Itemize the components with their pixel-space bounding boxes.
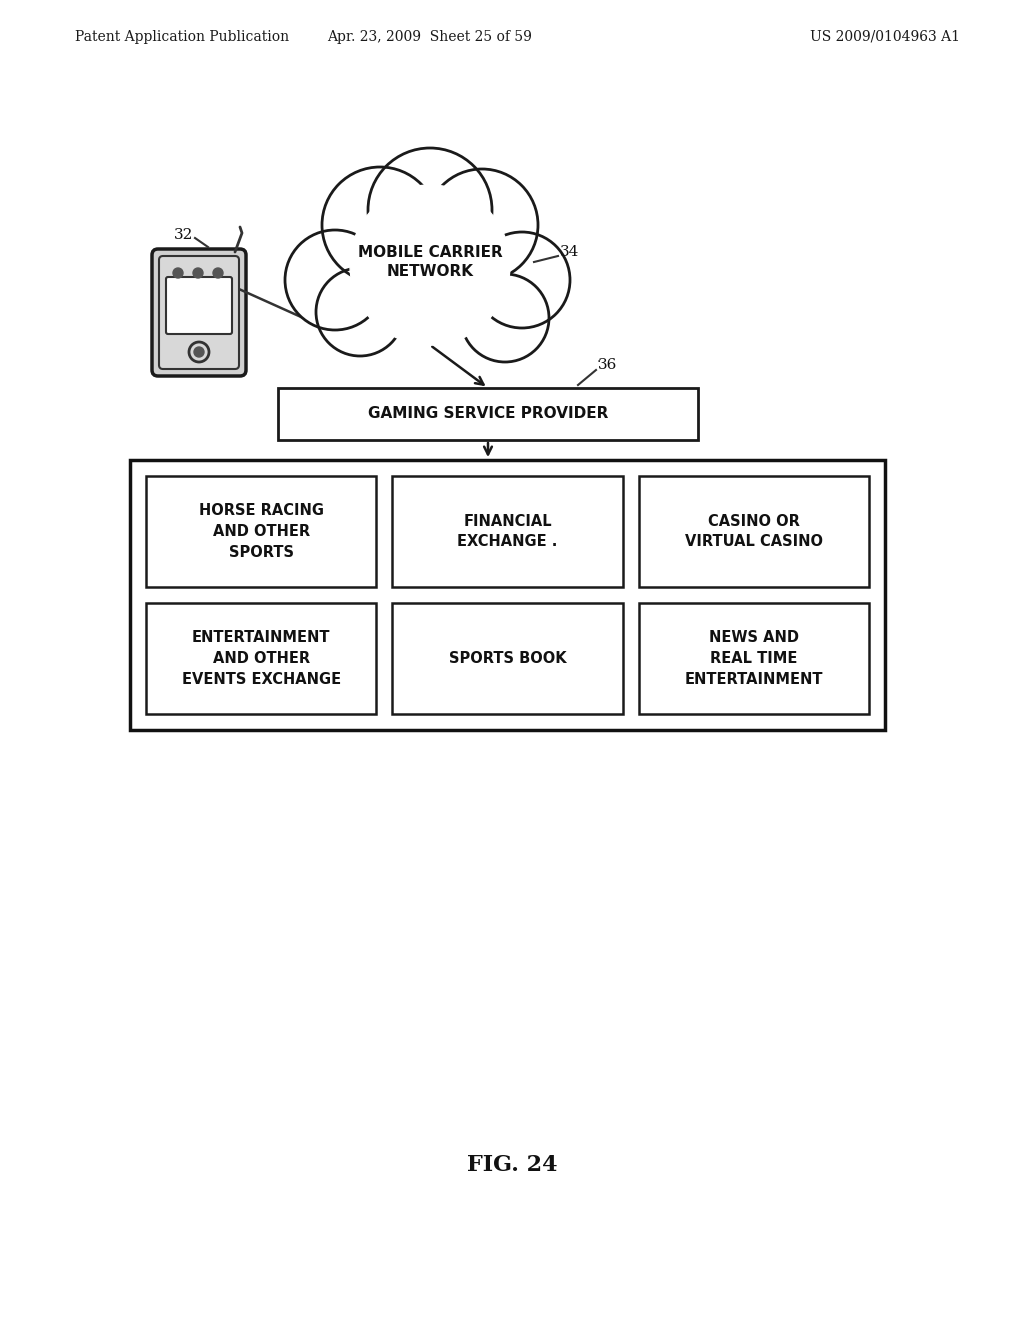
Circle shape (213, 268, 223, 279)
Circle shape (285, 230, 385, 330)
Text: CASINO OR
VIRTUAL CASINO: CASINO OR VIRTUAL CASINO (685, 513, 823, 549)
Circle shape (193, 268, 203, 279)
Circle shape (194, 347, 204, 356)
Text: Apr. 23, 2009  Sheet 25 of 59: Apr. 23, 2009 Sheet 25 of 59 (328, 30, 532, 44)
Circle shape (461, 275, 549, 362)
Text: 34: 34 (560, 246, 580, 259)
Bar (392, 603, 623, 714)
Text: SPORTS BOOK: SPORTS BOOK (449, 651, 566, 667)
Text: 36: 36 (598, 358, 617, 372)
Text: GAMING SERVICE PROVIDER: GAMING SERVICE PROVIDER (368, 407, 608, 421)
Text: US 2009/0104963 A1: US 2009/0104963 A1 (810, 30, 961, 44)
Bar (146, 477, 377, 587)
Text: NEWS AND
REAL TIME
ENTERTAINMENT: NEWS AND REAL TIME ENTERTAINMENT (685, 630, 823, 686)
Bar (146, 603, 377, 714)
Bar (278, 388, 698, 440)
Bar (130, 459, 885, 730)
Text: FIG. 24: FIG. 24 (467, 1154, 557, 1176)
FancyBboxPatch shape (152, 249, 246, 376)
Text: Patent Application Publication: Patent Application Publication (75, 30, 289, 44)
Text: 32: 32 (174, 228, 193, 242)
Bar (639, 603, 869, 714)
Text: .: . (596, 351, 600, 366)
Circle shape (426, 169, 538, 281)
Circle shape (474, 232, 570, 327)
Circle shape (316, 268, 404, 356)
Text: ENTERTAINMENT
AND OTHER
EVENTS EXCHANGE: ENTERTAINMENT AND OTHER EVENTS EXCHANGE (181, 630, 341, 686)
Circle shape (322, 168, 438, 282)
Circle shape (173, 268, 183, 279)
Text: MOBILE CARRIER
NETWORK: MOBILE CARRIER NETWORK (357, 244, 503, 280)
Circle shape (350, 185, 510, 345)
Bar (639, 477, 869, 587)
FancyBboxPatch shape (166, 277, 232, 334)
Bar (392, 477, 623, 587)
FancyBboxPatch shape (159, 256, 239, 370)
Circle shape (368, 148, 492, 272)
Text: FINANCIAL
EXCHANGE .: FINANCIAL EXCHANGE . (458, 513, 558, 549)
Text: HORSE RACING
AND OTHER
SPORTS: HORSE RACING AND OTHER SPORTS (199, 503, 324, 560)
